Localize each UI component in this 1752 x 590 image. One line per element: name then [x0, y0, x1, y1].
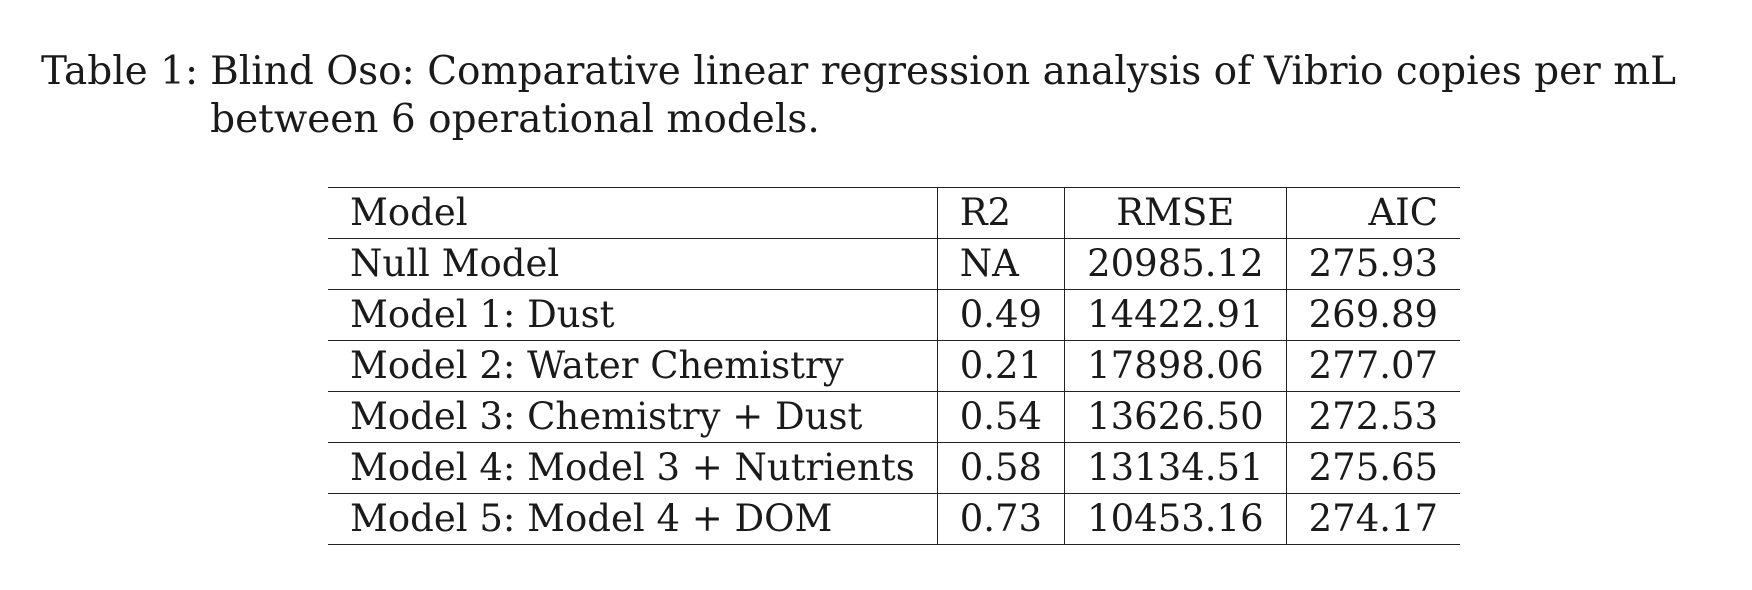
table-row: Model 5: Model 4 + DOM 0.73 10453.16 274…	[328, 493, 1461, 545]
cell-r2: 0.21	[936, 340, 1065, 392]
cell-rmse: 14422.91	[1064, 289, 1287, 341]
cell-model: Model 5: Model 4 + DOM	[328, 493, 938, 545]
table-row: Null Model NA 20985.12 275.93	[328, 238, 1461, 290]
cell-r2: 0.49	[936, 289, 1065, 341]
cell-aic: 272.53	[1285, 391, 1461, 443]
cell-r2: NA	[936, 238, 1065, 290]
cell-model: Model 3: Chemistry + Dust	[328, 391, 938, 443]
table-row: Model 3: Chemistry + Dust 0.54 13626.50 …	[328, 391, 1461, 443]
table-header-row: Model R2 RMSE AIC	[328, 187, 1461, 239]
cell-aic: 275.65	[1285, 442, 1461, 494]
cell-r2: 0.58	[936, 442, 1065, 494]
cell-rmse: 20985.12	[1064, 238, 1287, 290]
header-aic: AIC	[1285, 187, 1461, 239]
caption-text: Blind Oso: Comparative linear regression…	[210, 49, 1677, 142]
table-row: Model 4: Model 3 + Nutrients 0.58 13134.…	[328, 442, 1461, 494]
cell-model: Model 4: Model 3 + Nutrients	[328, 442, 938, 494]
cell-aic: 275.93	[1285, 238, 1461, 290]
cell-rmse: 13626.50	[1064, 391, 1287, 443]
cell-model: Model 2: Water Chemistry	[328, 340, 938, 392]
header-r2: R2	[936, 187, 1065, 239]
header-model: Model	[328, 187, 938, 239]
caption-label: Table 1:	[41, 49, 199, 94]
cell-rmse: 17898.06	[1064, 340, 1287, 392]
cell-rmse: 13134.51	[1064, 442, 1287, 494]
table-row: Model 1: Dust 0.49 14422.91 269.89	[328, 289, 1461, 341]
cell-aic: 277.07	[1285, 340, 1461, 392]
cell-model: Model 1: Dust	[328, 289, 938, 341]
regression-results-table: Model R2 RMSE AIC Null Model NA 20985.12…	[328, 187, 1461, 545]
table-row: Model 2: Water Chemistry 0.21 17898.06 2…	[328, 340, 1461, 392]
header-rmse: RMSE	[1064, 187, 1287, 239]
cell-aic: 274.17	[1285, 493, 1461, 545]
cell-r2: 0.54	[936, 391, 1065, 443]
table-caption: Table 1: Blind Oso: Comparative linear r…	[41, 48, 1681, 144]
cell-r2: 0.73	[936, 493, 1065, 545]
cell-rmse: 10453.16	[1064, 493, 1287, 545]
cell-model: Null Model	[328, 238, 938, 290]
cell-aic: 269.89	[1285, 289, 1461, 341]
